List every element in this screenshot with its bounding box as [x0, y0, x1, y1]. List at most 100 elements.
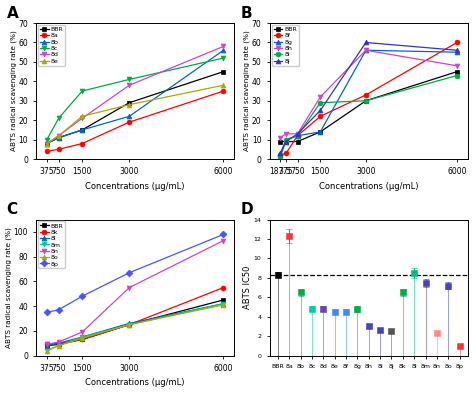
Line: 8a: 8a: [45, 89, 226, 154]
8l: [56, 341, 62, 345]
8p: [127, 270, 132, 275]
8n: [221, 238, 227, 243]
8h: [363, 48, 369, 53]
8l: [221, 301, 227, 306]
8m: [56, 343, 62, 348]
8d: [221, 44, 227, 49]
Line: 8j: 8j: [278, 40, 459, 156]
X-axis label: Concentrations (μg/mL): Concentrations (μg/mL): [85, 378, 185, 387]
8e: [44, 141, 50, 146]
8d: [44, 141, 50, 146]
8i: [363, 98, 369, 103]
8p: [44, 310, 50, 315]
8a: [79, 141, 85, 146]
Line: 8e: 8e: [45, 83, 226, 146]
8e: [221, 83, 227, 88]
Y-axis label: ABTS IC50: ABTS IC50: [243, 266, 252, 309]
8g: [363, 48, 369, 53]
8b: [127, 114, 132, 119]
8a: [44, 149, 50, 154]
Line: 8b: 8b: [45, 48, 226, 146]
8e: [79, 114, 85, 119]
Text: C: C: [7, 202, 18, 217]
8l: [79, 335, 85, 340]
8o: [44, 348, 50, 353]
8f: [295, 133, 301, 138]
8g: [295, 133, 301, 138]
8o: [221, 303, 227, 307]
8n: [79, 330, 85, 334]
Line: 8d: 8d: [45, 44, 226, 146]
8l: [127, 321, 132, 326]
BBR: [56, 135, 62, 140]
8n: [127, 285, 132, 290]
BBR: [318, 130, 323, 134]
8h: [454, 63, 460, 68]
Y-axis label: ABTS radical scavenging rate (%): ABTS radical scavenging rate (%): [244, 31, 250, 151]
8k: [127, 322, 132, 327]
8h: [278, 135, 283, 140]
8j: [318, 108, 323, 113]
8f: [363, 93, 369, 97]
8b: [221, 48, 227, 53]
8c: [56, 116, 62, 121]
Text: A: A: [7, 6, 18, 20]
8b: [79, 128, 85, 132]
8f: [278, 153, 283, 158]
8n: [56, 340, 62, 344]
8i: [318, 100, 323, 105]
8m: [79, 335, 85, 340]
8f: [283, 151, 289, 156]
BBR: [56, 342, 62, 347]
BBR: [363, 98, 369, 103]
8m: [127, 322, 132, 327]
Line: 8g: 8g: [278, 48, 459, 156]
Text: D: D: [240, 202, 253, 217]
Line: 8k: 8k: [45, 285, 226, 347]
Legend: BBR, 8f, 8g, 8h, 8i, 8j: BBR, 8f, 8g, 8h, 8i, 8j: [272, 25, 299, 66]
BBR: [221, 69, 227, 74]
Line: 8o: 8o: [45, 303, 226, 353]
8f: [454, 40, 460, 45]
8o: [56, 343, 62, 348]
8h: [318, 95, 323, 99]
8e: [127, 102, 132, 107]
8b: [44, 141, 50, 146]
Line: 8p: 8p: [45, 232, 226, 315]
X-axis label: Concentrations (μg/mL): Concentrations (μg/mL): [319, 182, 419, 191]
8c: [79, 89, 85, 94]
Line: BBR: BBR: [45, 69, 226, 146]
8c: [127, 77, 132, 82]
BBR: [278, 139, 283, 144]
8j: [454, 48, 460, 53]
8j: [363, 40, 369, 45]
8p: [56, 307, 62, 312]
BBR: [127, 100, 132, 105]
Line: 8l: 8l: [45, 301, 226, 348]
8j: [283, 139, 289, 144]
BBR: [79, 128, 85, 132]
Line: 8f: 8f: [278, 40, 459, 158]
8d: [127, 83, 132, 88]
Y-axis label: ABTS radical scavenging rate (%): ABTS radical scavenging rate (%): [10, 31, 17, 151]
8g: [318, 130, 323, 134]
8g: [454, 50, 460, 55]
BBR: [79, 337, 85, 342]
BBR: [44, 141, 50, 146]
8d: [56, 133, 62, 138]
8g: [278, 151, 283, 156]
8a: [221, 89, 227, 94]
BBR: [283, 139, 289, 144]
Line: 8m: 8m: [45, 301, 226, 353]
Line: 8i: 8i: [278, 73, 459, 160]
X-axis label: Concentrations (μg/mL): Concentrations (μg/mL): [85, 182, 185, 191]
8c: [221, 56, 227, 61]
8k: [79, 337, 85, 342]
Y-axis label: ABTS radical scavenging rate (%): ABTS radical scavenging rate (%): [6, 227, 12, 348]
Line: 8h: 8h: [278, 48, 459, 140]
8p: [79, 294, 85, 299]
8h: [295, 131, 301, 136]
Line: BBR: BBR: [45, 298, 226, 348]
8f: [318, 114, 323, 119]
Legend: BBR, 8k, 8l, 8m, 8n, 8o, 8p: BBR, 8k, 8l, 8m, 8n, 8o, 8p: [38, 221, 65, 268]
